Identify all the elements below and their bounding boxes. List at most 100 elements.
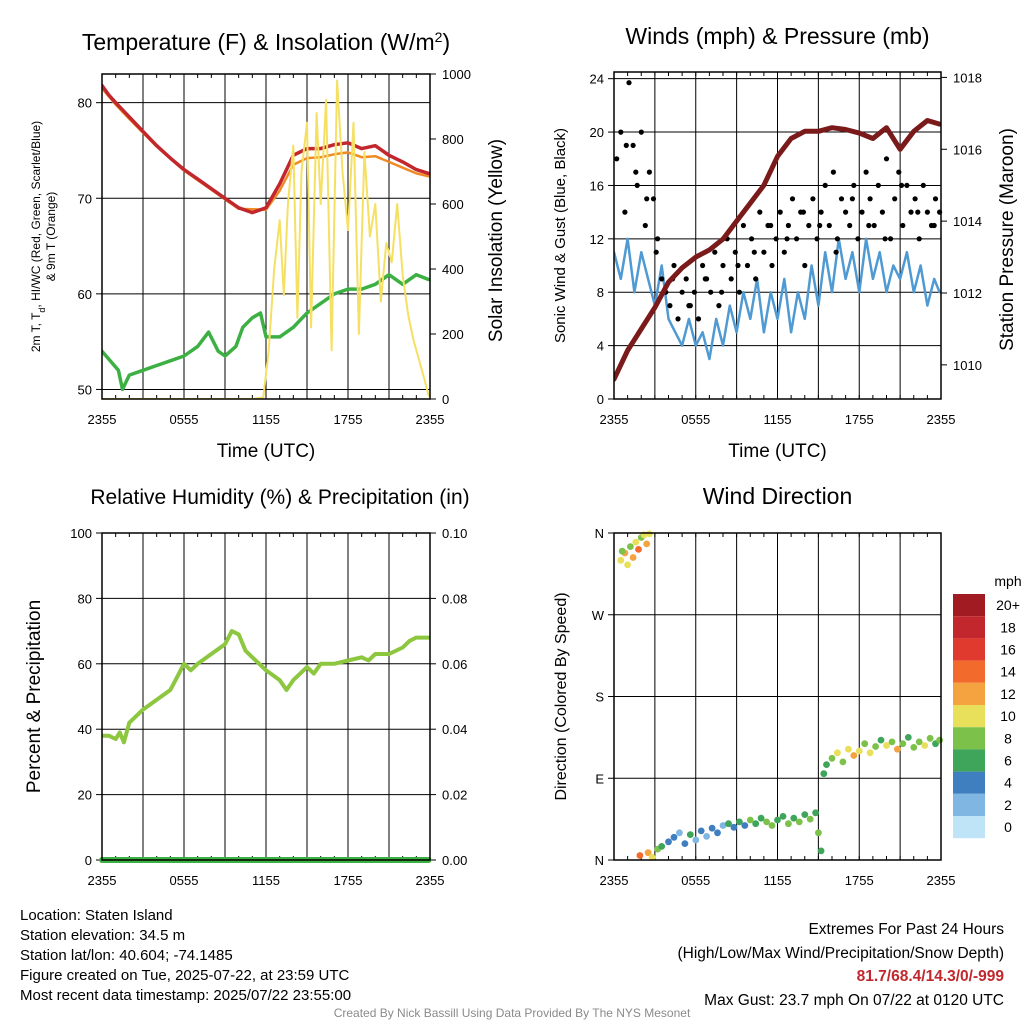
direction-point bbox=[774, 816, 781, 824]
y-right-tick-label: 0.04 bbox=[442, 722, 467, 737]
colorbar-label: 14 bbox=[1000, 664, 1016, 680]
plot-frame bbox=[101, 532, 431, 861]
direction-point bbox=[686, 831, 694, 838]
plot-frame bbox=[101, 73, 431, 400]
y-tick-label: S bbox=[595, 690, 604, 705]
direction-point bbox=[790, 814, 798, 822]
y-tick-label: 70 bbox=[78, 191, 92, 206]
direction-point bbox=[757, 814, 765, 822]
gust-point bbox=[650, 196, 657, 202]
x-tick-label: 1755 bbox=[334, 873, 363, 888]
y-tick-label: 4 bbox=[597, 339, 604, 354]
x-tick-label: 2355 bbox=[88, 873, 117, 888]
colorbar-swatch bbox=[953, 793, 985, 816]
gust-point bbox=[892, 196, 898, 202]
y-right-tick-label: 1012 bbox=[953, 286, 982, 301]
direction-point bbox=[768, 822, 776, 829]
direction-point bbox=[779, 813, 787, 820]
direction-point bbox=[785, 820, 792, 828]
y-right-tick-label: 0.10 bbox=[442, 526, 467, 541]
colorbar-swatch bbox=[953, 638, 985, 661]
direction-point bbox=[708, 824, 716, 832]
panel-3: 0 20 40 60 80 100 0.00 0.02 0.04 0.06 0.08 0.10 2355… bbox=[24, 486, 470, 888]
gust-point bbox=[867, 196, 873, 202]
extremes-title: Extremes For Past 24 Hours bbox=[808, 921, 1004, 938]
x-tick-label: 0555 bbox=[170, 873, 199, 888]
colorbar-swatch bbox=[953, 771, 985, 794]
y-tick-label: N bbox=[595, 853, 604, 868]
chart-title: Relative Humidity (%) & Precipitation (i… bbox=[90, 486, 469, 509]
y-right-tick-label: 1018 bbox=[953, 70, 982, 85]
gust-point bbox=[810, 196, 816, 202]
gust-point bbox=[695, 316, 702, 322]
y-tick-label: 16 bbox=[590, 178, 604, 193]
direction-point bbox=[845, 745, 852, 753]
gust-point bbox=[800, 209, 807, 215]
x-tick-label: 1155 bbox=[764, 873, 792, 888]
y-right-tick-label: 200 bbox=[442, 327, 464, 342]
gust-point bbox=[900, 222, 906, 229]
direction-point bbox=[627, 543, 634, 550]
gust-point bbox=[802, 262, 808, 269]
gust-point bbox=[716, 303, 722, 309]
x-tick-label: 1755 bbox=[845, 873, 874, 888]
plot-frame bbox=[613, 71, 942, 400]
x-tick-label: 0555 bbox=[681, 873, 710, 888]
extremes-subtitle: (High/Low/Max Wind/Precipitation/Snow De… bbox=[677, 944, 1005, 962]
x-tick-label: 1755 bbox=[845, 412, 874, 427]
gust-point bbox=[626, 80, 632, 86]
colorbar-swatch bbox=[953, 727, 985, 750]
gust-point bbox=[896, 169, 902, 175]
x-tick-label: 2355 bbox=[927, 873, 956, 888]
direction-point bbox=[730, 823, 738, 831]
colorbar-label: 2 bbox=[1004, 797, 1012, 813]
gust-point bbox=[794, 236, 800, 242]
gust-point bbox=[785, 222, 792, 229]
chart-title: Temperature (F) & Insolation (W/m2) bbox=[82, 29, 450, 55]
colorbar-label: 12 bbox=[1000, 686, 1016, 702]
gust-point bbox=[916, 236, 922, 242]
colorbar: mph 20+ 18 16 14 12 10 8 6 4 2 0 bbox=[953, 573, 1022, 839]
gust-point bbox=[822, 182, 828, 188]
direction-point bbox=[823, 761, 830, 768]
y-right-tick-label: 800 bbox=[442, 132, 464, 147]
station-elevation: Station elevation: 34.5 m bbox=[20, 927, 186, 944]
direction-point bbox=[665, 838, 672, 846]
direction-point bbox=[676, 829, 683, 837]
direction-point bbox=[629, 554, 637, 561]
direction-point bbox=[904, 734, 912, 741]
y-tick-label: 20 bbox=[590, 125, 604, 140]
gust-point bbox=[671, 262, 677, 269]
direction-point bbox=[618, 547, 626, 555]
station-latlon: Station lat/lon: 40.604; -74.1485 bbox=[20, 947, 233, 964]
plot-frame bbox=[613, 532, 942, 861]
y-axis-label-line2: & 9m T (Orange) bbox=[44, 192, 58, 282]
direction-point bbox=[725, 820, 732, 828]
y-right-tick-label: 1010 bbox=[953, 358, 982, 373]
series-line bbox=[102, 272, 430, 392]
recent-timestamp: Most recent data timestamp: 2025/07/22 2… bbox=[20, 987, 352, 1004]
gust-point bbox=[855, 236, 861, 242]
x-tick-label: 1155 bbox=[764, 412, 792, 427]
gust-point bbox=[735, 262, 741, 269]
gust-point bbox=[708, 289, 714, 295]
direction-point bbox=[692, 836, 700, 844]
y-tick-label: 0 bbox=[85, 853, 92, 868]
gust-point bbox=[655, 236, 661, 242]
gust-point bbox=[806, 222, 812, 229]
gust-point bbox=[630, 142, 636, 148]
gust-point bbox=[633, 169, 639, 175]
direction-point bbox=[817, 847, 825, 855]
figure-created: Figure created on Tue, 2025-07-22, at 23… bbox=[20, 967, 350, 984]
y-tick-label: 60 bbox=[78, 657, 92, 672]
gust-point bbox=[826, 222, 832, 229]
gust-point bbox=[753, 276, 759, 282]
gust-point bbox=[859, 209, 865, 215]
y-axis-label-part: , HI/WC (Red, Green, Scarlet/Blue) bbox=[29, 121, 43, 308]
y-right-axis-label: Station Pressure (Maroon) bbox=[997, 128, 1018, 351]
direction-point bbox=[921, 742, 929, 749]
colorbar-swatch bbox=[953, 616, 985, 639]
direction-point bbox=[681, 840, 689, 847]
x-axis-label: Time (UTC) bbox=[728, 441, 827, 462]
direction-point bbox=[850, 752, 858, 759]
